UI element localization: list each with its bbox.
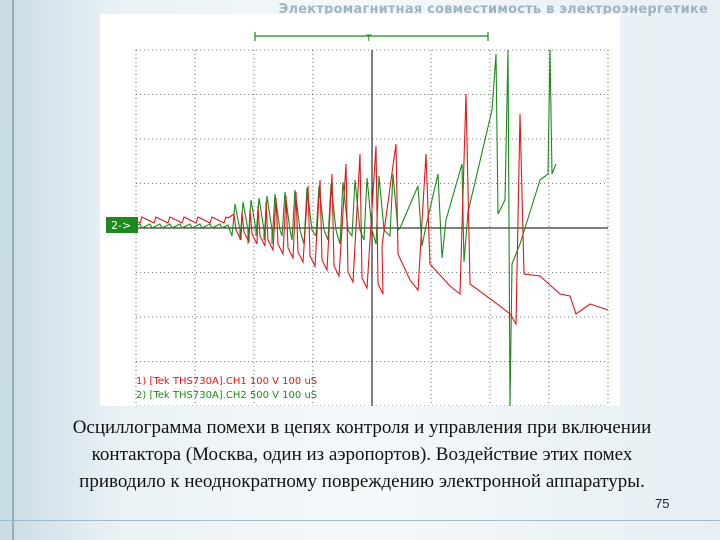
legend-ch1: 1) [Tek THS730A].CH1 100 V 100 uS [136,376,317,387]
caption-line-1: Осциллограмма помехи в цепях контроля и … [72,417,652,438]
ch2-marker: 2-> [111,219,131,232]
decorative-vertical-line [12,0,14,540]
oscillogram-plot: T 2-> 1) [Tek THS730A].CH1 100 V 100 uS … [106,32,609,406]
caption-line-2: контактора (Москва, один из аэропортов).… [91,444,633,465]
trigger-bracket: T [254,32,489,44]
slide-caption: Осциллограмма помехи в цепях контроля и … [14,414,710,495]
ch2-trace [135,49,557,406]
ch1-trace [135,93,609,326]
header-title: Электромагнитная совместимость в электро… [278,2,708,17]
trigger-marker: T [365,34,372,44]
ch2-marker-box: 2-> [106,217,138,233]
page-number: 75 [655,496,670,511]
oscillogram-image: T 2-> 1) [Tek THS730A].CH1 100 V 100 uS … [100,14,620,406]
caption-line-3: приводило к неоднократному повреждению э… [79,471,645,492]
legend-ch2: 2) [Tek THS730A].CH2 500 V 100 uS [136,390,317,401]
decorative-horizontal-line [0,520,720,521]
